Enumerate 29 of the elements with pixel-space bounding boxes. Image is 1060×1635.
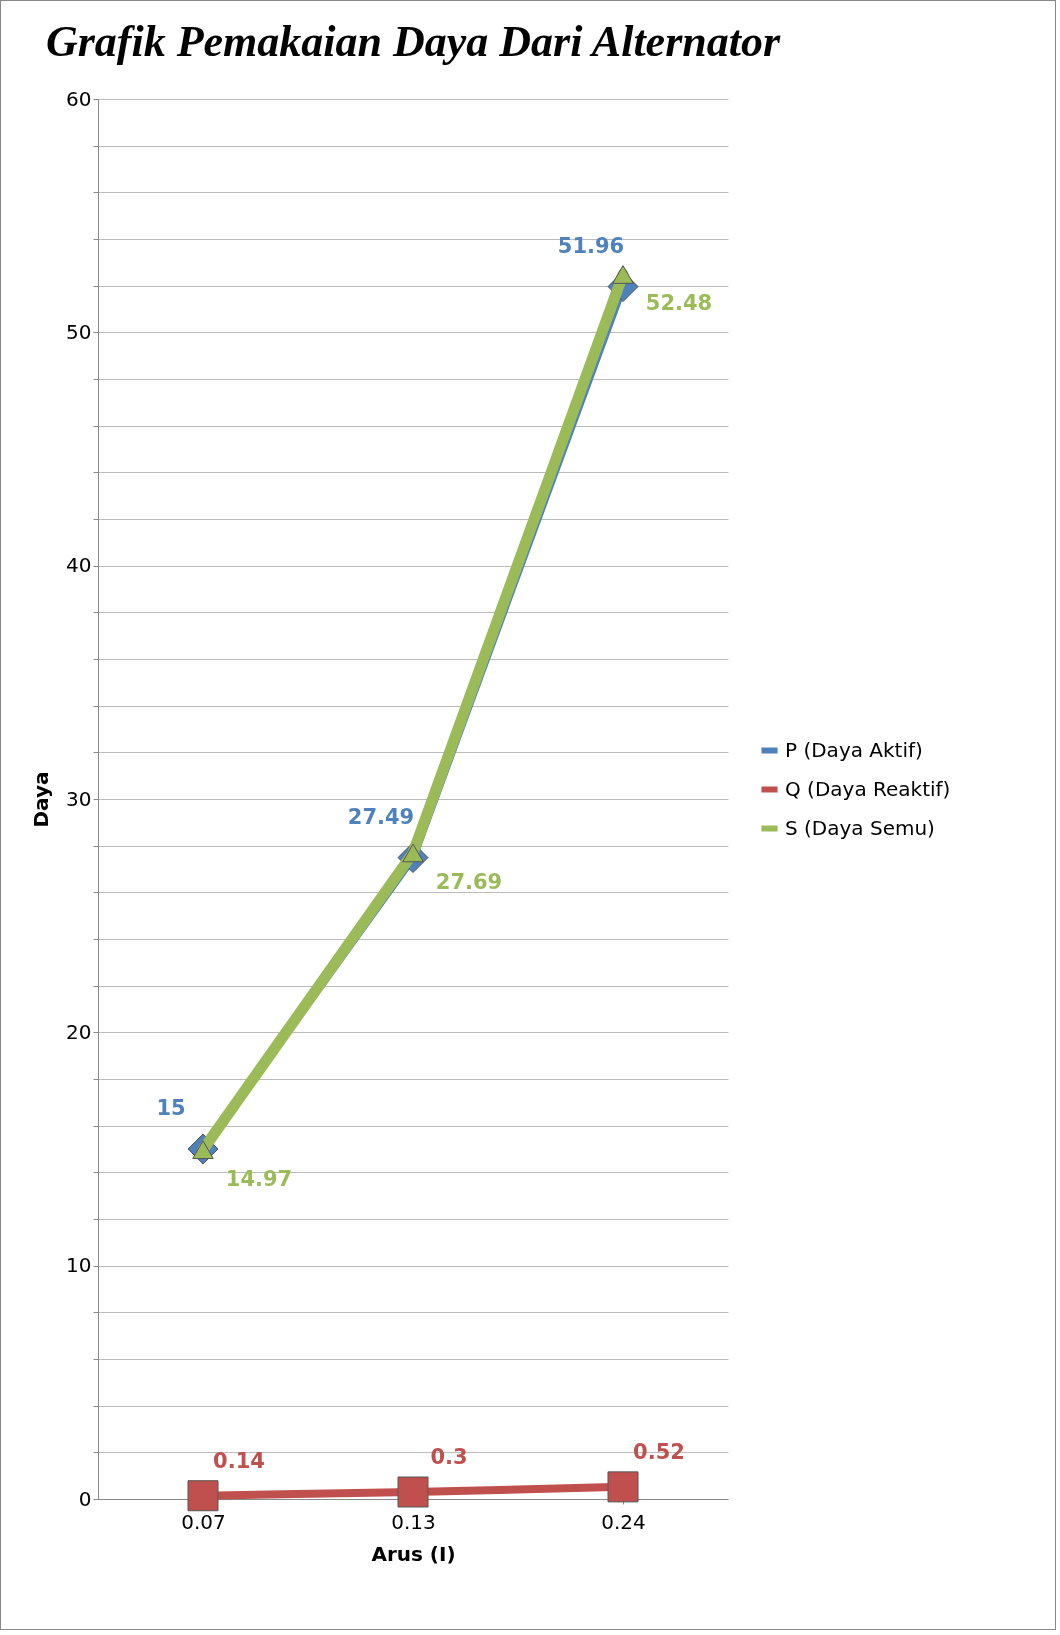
y-tick-label: 60 [66,86,92,111]
y-tick-label: 20 [66,1019,92,1044]
legend-label: S (Daya Semu) [785,815,935,840]
data-label: 0.52 [633,1439,685,1464]
data-label: 14.97 [225,1166,293,1191]
legend-label: Q (Daya Reaktif) [785,776,951,801]
data-label: 52.48 [645,291,713,316]
y-tick-label: 40 [66,553,92,578]
x-tick-label: 0.13 [391,1509,436,1534]
point [612,265,634,284]
point [397,1476,429,1508]
x-tick-label: 0.24 [601,1509,646,1534]
y-axis-title: Daya [29,771,54,828]
legend-label: P (Daya Aktif) [785,737,923,762]
point [607,1471,639,1503]
data-label: 51.96 [557,233,625,258]
chart-title: Grafik Pemakaian Daya Dari Alternator [45,17,781,66]
x-tick-label: 0.07 [181,1509,226,1534]
y-tick-label: 30 [66,786,92,811]
data-label: 27.49 [347,804,415,829]
data-label: 15 [156,1096,186,1120]
data-label: 0.14 [213,1448,265,1473]
point [187,1480,219,1512]
y-tick-label: 50 [66,319,92,344]
x-axis-title: Arus (I) [371,1541,456,1566]
data-label: 27.69 [435,869,503,894]
y-tick-label: 0 [78,1486,92,1511]
y-tick-label: 10 [66,1253,92,1278]
data-label: 0.3 [430,1445,468,1469]
